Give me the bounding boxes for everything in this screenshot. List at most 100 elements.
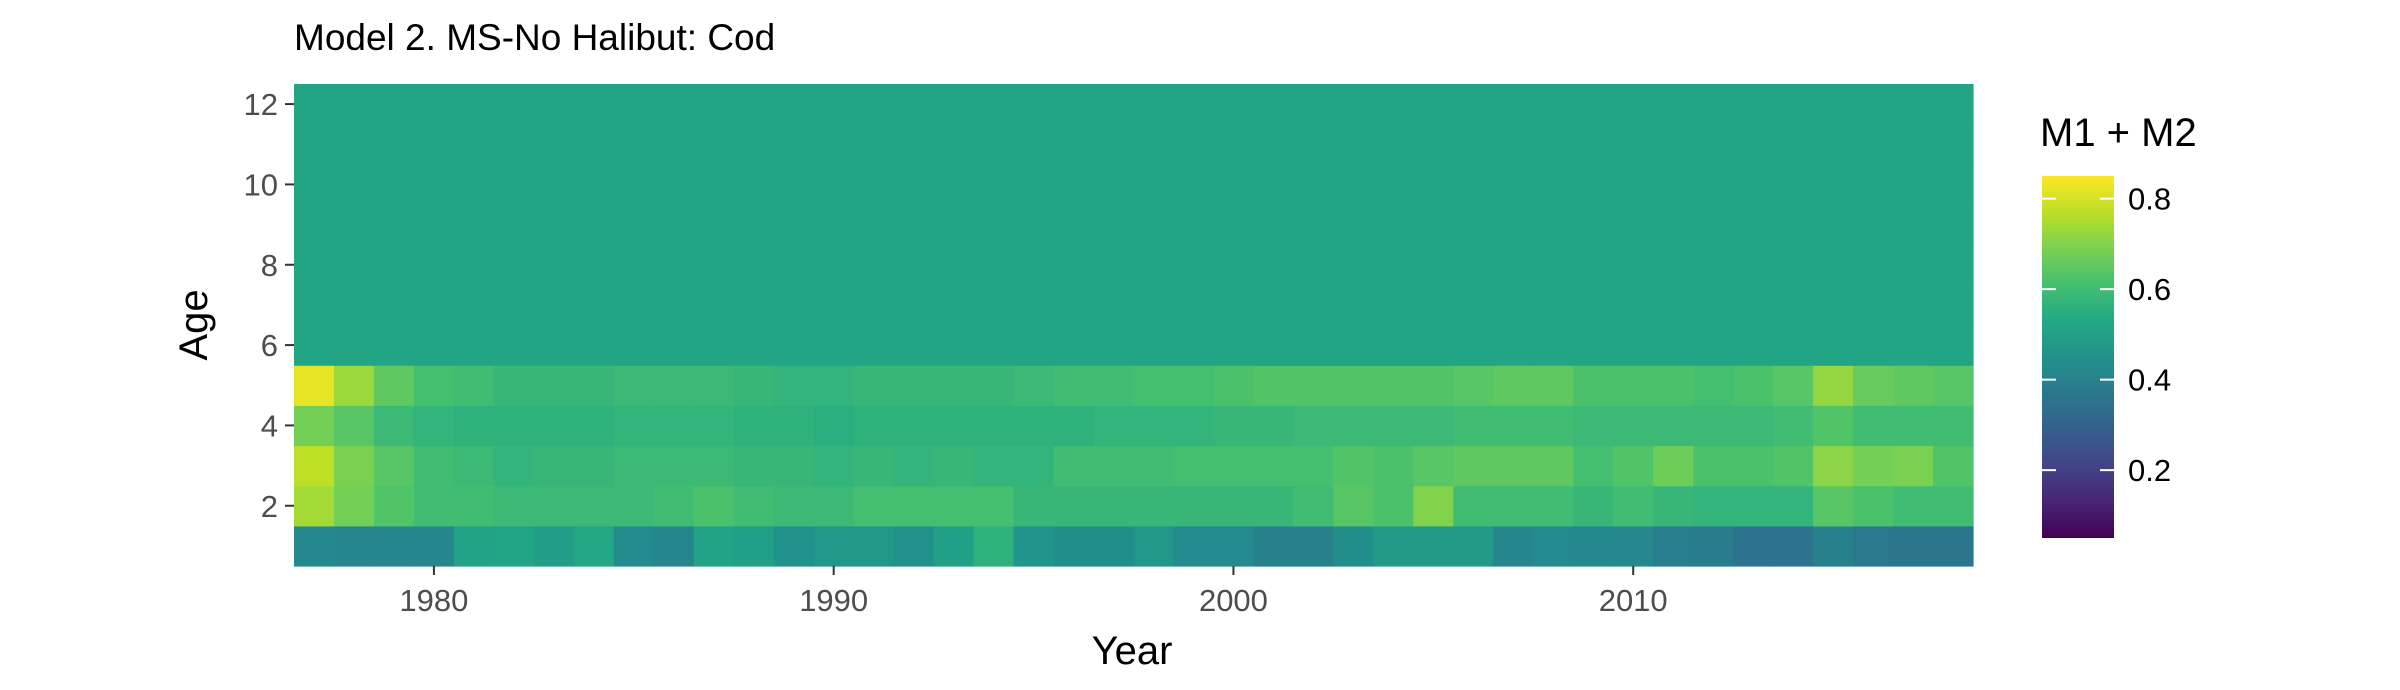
heatmap-cell: [1293, 365, 1334, 406]
heatmap-cell: [1813, 124, 1854, 165]
heatmap-cell: [1493, 325, 1534, 366]
heatmap-cell: [1253, 124, 1295, 165]
heatmap-cell: [573, 365, 615, 406]
heatmap-cell: [1413, 485, 1454, 527]
heatmap-cell: [1573, 244, 1614, 286]
heatmap-cell: [1533, 204, 1574, 246]
heatmap-cell: [1133, 445, 1175, 487]
heatmap-cell: [1813, 485, 1854, 527]
x-axis: 1980 1990 2000 2010: [399, 566, 1668, 618]
heatmap-cell: [1493, 164, 1534, 206]
heatmap-cell: [1053, 445, 1095, 487]
heatmap-cell: [1453, 525, 1494, 567]
y-tick-label: 6: [261, 328, 278, 363]
heatmap-cell: [413, 405, 455, 447]
heatmap-cell: [1813, 204, 1854, 246]
heatmap-cell: [453, 445, 495, 487]
heatmap-cell: [733, 525, 775, 567]
heatmap-cell: [693, 445, 735, 487]
heatmap-cell: [1293, 124, 1334, 165]
heatmap-cell: [1933, 445, 1974, 487]
heatmap-cell: [1293, 244, 1334, 286]
heatmap-cell: [893, 204, 935, 246]
heatmap-cell: [893, 445, 935, 487]
heatmap-cell: [1733, 164, 1774, 206]
heatmap-cell: [1493, 84, 1534, 125]
heatmap-cell: [294, 244, 335, 286]
heatmap-cell: [373, 485, 415, 527]
heatmap-cell: [533, 164, 575, 206]
heatmap-cell: [1373, 365, 1414, 406]
heatmap-cell: [813, 204, 855, 246]
heatmap-cell: [1693, 405, 1734, 447]
heatmap-cell: [1933, 84, 1974, 125]
heatmap-cell: [1053, 124, 1095, 165]
heatmap-cell: [1533, 405, 1574, 447]
heatmap-cell: [1733, 244, 1774, 286]
heatmap-cell: [1733, 124, 1774, 165]
heatmap-cell: [453, 204, 495, 246]
heatmap-cell: [733, 164, 775, 206]
heatmap-cell: [1133, 405, 1175, 447]
heatmap-cell: [453, 284, 495, 326]
heatmap-cell: [1813, 244, 1854, 286]
heatmap-cell: [1533, 365, 1574, 406]
heatmap-cell: [373, 365, 415, 406]
heatmap-cell: [693, 405, 735, 447]
heatmap-cell: [1653, 445, 1694, 487]
heatmap-cell: [653, 325, 695, 366]
heatmap-cell: [853, 525, 895, 567]
heatmap-cell: [853, 84, 895, 125]
heatmap-cell: [1093, 164, 1135, 206]
heatmap-cell: [1173, 124, 1215, 165]
heatmap-cell: [493, 204, 535, 246]
heatmap-cell: [973, 164, 1015, 206]
heatmap-cell: [1733, 525, 1774, 567]
heatmap-cell: [1493, 405, 1534, 447]
heatmap-cell: [1533, 525, 1574, 567]
heatmap-cell: [1333, 164, 1374, 206]
heatmap-cell: [1533, 244, 1574, 286]
heatmap-cell: [813, 525, 855, 567]
heatmap-cell: [813, 164, 855, 206]
heatmap-cell: [653, 365, 695, 406]
heatmap-cell: [333, 204, 375, 246]
heatmap-cell: [1373, 445, 1414, 487]
heatmap-cell: [1853, 164, 1894, 206]
heatmap-cell: [973, 284, 1015, 326]
heatmap-cell: [693, 84, 735, 125]
heatmap-cell: [1333, 204, 1374, 246]
heatmap-cell: [973, 84, 1015, 125]
heatmap-cell: [1173, 365, 1215, 406]
heatmap-cell: [653, 405, 695, 447]
heatmap-cell: [1013, 84, 1055, 125]
heatmap-cell: [1293, 84, 1334, 125]
heatmap-cell: [733, 445, 775, 487]
heatmap-cell: [1093, 244, 1135, 286]
heatmap-cell: [1253, 204, 1295, 246]
heatmap-cell: [1173, 445, 1215, 487]
heatmap-cell: [1413, 244, 1454, 286]
heatmap-cell: [813, 84, 855, 125]
heatmap-cell: [1253, 525, 1295, 567]
heatmap-cell: [493, 164, 535, 206]
heatmap-cell: [413, 485, 455, 527]
heatmap-cell: [1693, 164, 1734, 206]
heatmap-cell: [813, 485, 855, 527]
heatmap-cell: [294, 84, 335, 125]
heatmap-cell: [1733, 325, 1774, 366]
heatmap-cell: [933, 284, 975, 326]
heatmap-cell: [1013, 525, 1055, 567]
heatmap-cell: [1813, 365, 1854, 406]
heatmap-cell: [1053, 525, 1095, 567]
heatmap-cell: [294, 485, 335, 527]
heatmap-cell: [1773, 365, 1814, 406]
heatmap-cell: [1253, 244, 1295, 286]
heatmap-cell: [1613, 284, 1654, 326]
heatmap-cell: [1773, 124, 1814, 165]
heatmap-cell: [1653, 244, 1694, 286]
heatmap-cell: [1093, 525, 1135, 567]
heatmap-cell: [1213, 405, 1255, 447]
heatmap-cell: [533, 405, 575, 447]
heatmap-cell: [653, 164, 695, 206]
